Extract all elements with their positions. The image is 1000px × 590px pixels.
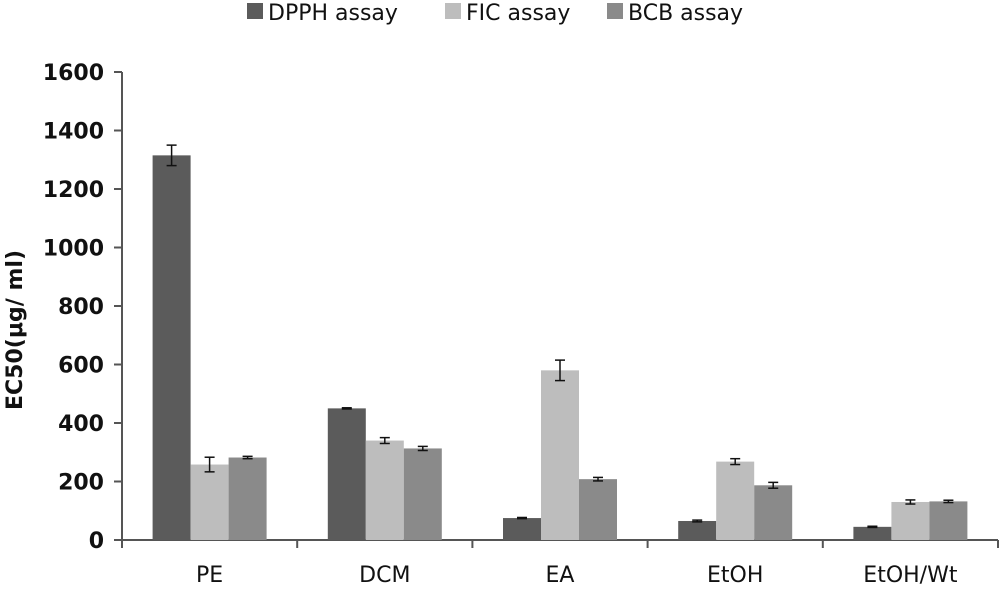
y-tick-label: 1200 — [43, 178, 104, 203]
bar — [716, 461, 755, 540]
y-tick-label: 1600 — [43, 61, 104, 86]
bar — [503, 518, 541, 540]
bar — [891, 501, 930, 540]
bar — [754, 485, 793, 540]
legend: DPPH assay FIC assay BCB assay — [247, 1, 743, 26]
x-tick-label: PE — [196, 563, 223, 588]
legend-label: DPPH assay — [268, 1, 398, 26]
x-tick-label: DCM — [359, 563, 410, 588]
x-axis: PE DCM EA EtOH EtOH/Wt — [121, 539, 999, 588]
y-tick-label: 800 — [58, 295, 104, 320]
legend-label: FIC assay — [466, 1, 570, 26]
y-tick-label: 1400 — [43, 120, 104, 145]
legend-label: BCB assay — [628, 1, 743, 26]
bar — [853, 526, 892, 540]
y-tick-label: 0 — [89, 529, 104, 554]
x-tick-label: EtOH — [707, 563, 763, 588]
legend-swatch — [445, 3, 461, 19]
bar — [541, 370, 579, 540]
bar — [228, 457, 267, 540]
bar — [365, 440, 404, 540]
bar — [152, 155, 191, 541]
y-axis-label: EC50(μg/ ml) — [3, 250, 28, 410]
bars — [152, 144, 968, 541]
bar — [327, 408, 366, 540]
bar — [678, 520, 717, 540]
y-axis: 0 200 400 600 800 1000 1200 1400 1600 — [43, 61, 123, 554]
legend-swatch — [607, 3, 623, 19]
x-tick-label: EA — [546, 563, 575, 588]
legend-swatch — [247, 3, 263, 19]
bar — [929, 501, 968, 540]
y-tick-label: 600 — [58, 354, 104, 379]
bar — [190, 464, 229, 540]
y-tick-label: 400 — [58, 412, 104, 437]
bar — [579, 479, 617, 540]
y-tick-label: 200 — [58, 471, 104, 496]
x-tick-label: EtOH/Wt — [863, 563, 958, 588]
y-tick-label: 1000 — [43, 237, 104, 262]
bar — [403, 448, 442, 540]
